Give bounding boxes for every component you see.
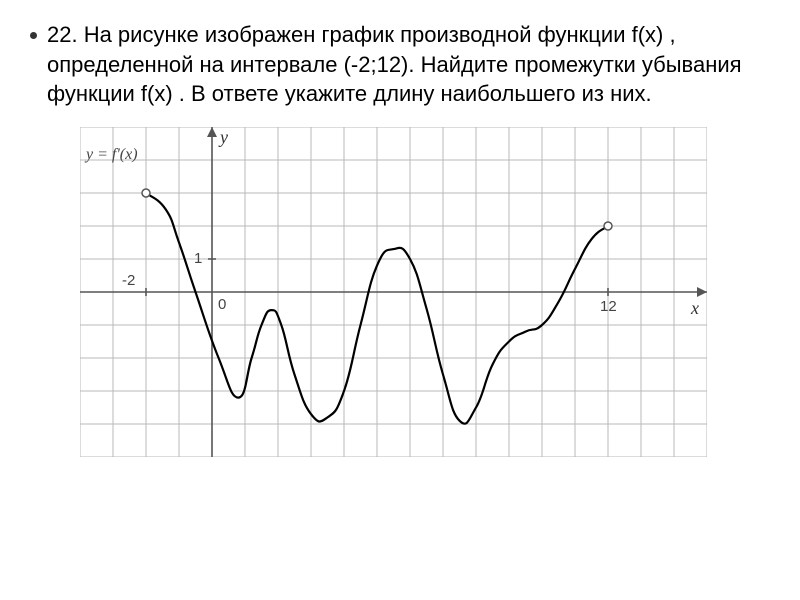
- x-tick-12: 12: [600, 298, 617, 315]
- x-axis-label: x: [691, 298, 699, 319]
- origin-label: 0: [218, 296, 226, 313]
- problem-text: 22. На рисунке изображен график производ…: [47, 20, 770, 109]
- x-tick-neg2: -2: [122, 272, 135, 289]
- problem-block: 22. На рисунке изображен график производ…: [30, 20, 770, 109]
- chart-svg: [80, 127, 707, 457]
- y-tick-1: 1: [194, 250, 202, 267]
- derivative-chart: y = f'(x) y x 1 -2 12 0: [80, 127, 720, 457]
- bullet-icon: [30, 32, 37, 39]
- function-label: y = f'(x): [86, 146, 138, 164]
- y-axis-label: y: [220, 127, 228, 148]
